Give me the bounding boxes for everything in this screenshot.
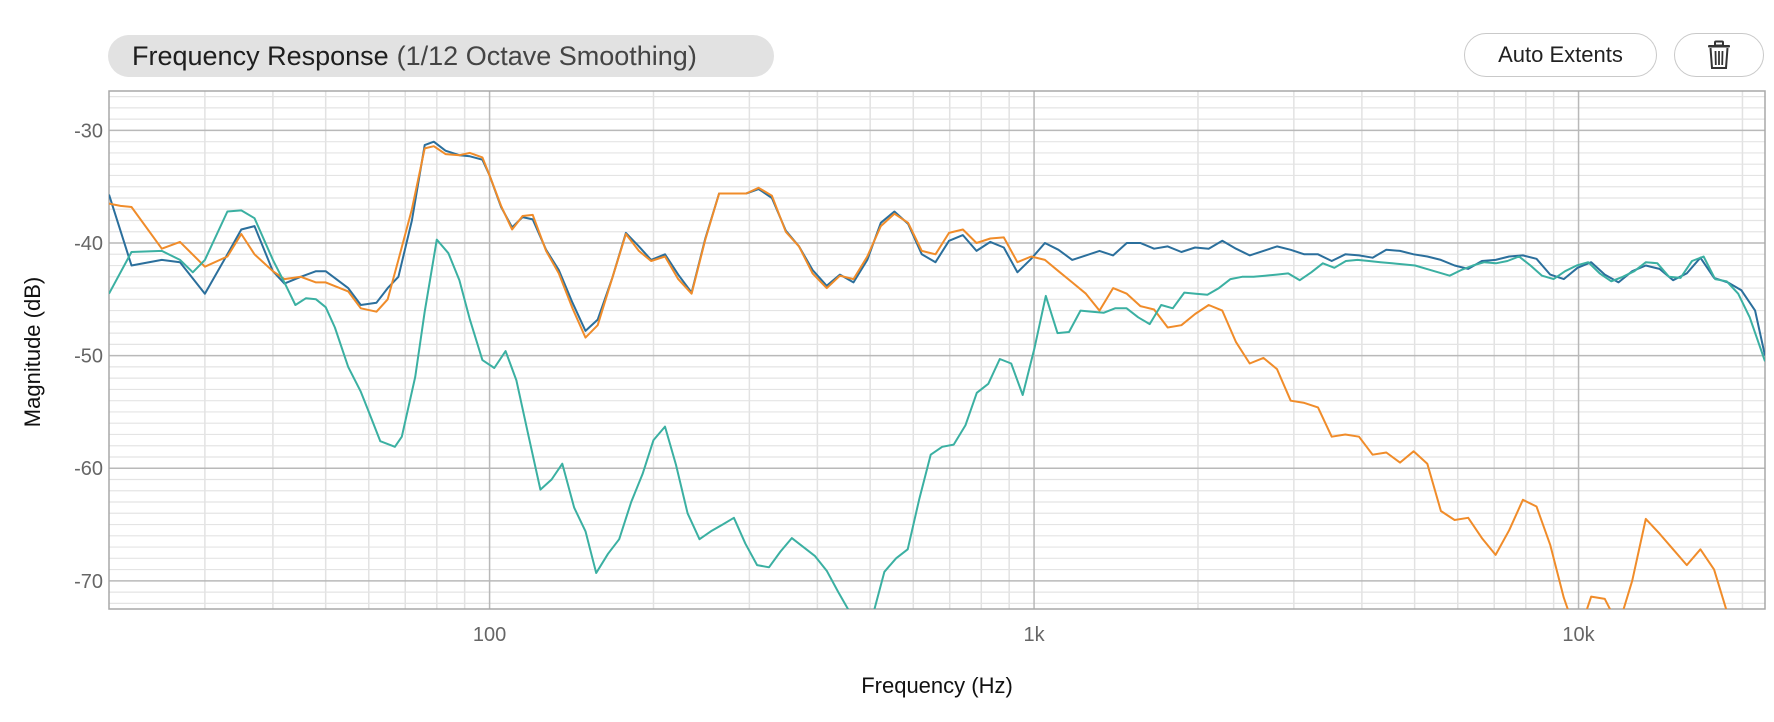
series-line-2 xyxy=(109,145,1728,609)
chart-title-main: Frequency Response xyxy=(132,40,389,71)
delete-button[interactable] xyxy=(1674,33,1764,77)
plot-frame xyxy=(108,90,1766,610)
chart-title: Frequency Response (1/12 Octave Smoothin… xyxy=(108,35,774,77)
major-grid xyxy=(109,91,1765,609)
series-layer xyxy=(109,140,1765,609)
series-line-1 xyxy=(109,140,1765,356)
y-axis-label: Magnitude (dB) xyxy=(20,277,45,427)
y-tick-label: -50 xyxy=(74,346,103,368)
series-line-3 xyxy=(109,209,1765,609)
minor-grid xyxy=(109,91,1765,609)
x-tick-label: 1k xyxy=(1024,624,1046,646)
trash-icon xyxy=(1708,40,1730,69)
x-tick-labels: 100 1k 10k xyxy=(473,624,1596,646)
y-tick-label: -70 xyxy=(74,571,103,593)
y-tick-label: -60 xyxy=(74,458,103,480)
auto-extents-button[interactable]: Auto Extents xyxy=(1464,33,1657,77)
y-tick-label: -40 xyxy=(74,233,103,255)
x-tick-label: 10k xyxy=(1562,624,1595,646)
x-tick-label: 100 xyxy=(473,624,506,646)
x-axis-label: Frequency (Hz) xyxy=(861,673,1013,698)
chart-title-sub: (1/12 Octave Smoothing) xyxy=(396,40,697,71)
y-tick-label: -30 xyxy=(74,120,103,142)
y-tick-labels: -30 -40 -50 -60 -70 xyxy=(74,120,103,592)
